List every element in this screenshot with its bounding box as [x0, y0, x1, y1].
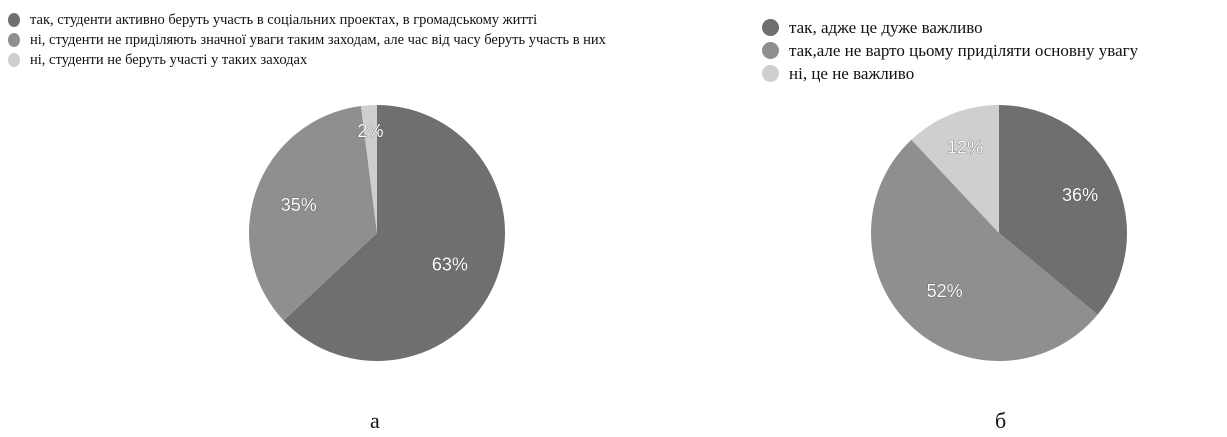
- chart-caption-a: а: [370, 408, 380, 433]
- legend-item: ні, студенти не приділяють значної уваги…: [8, 30, 606, 50]
- legend-a: так, студенти активно беруть участь в со…: [8, 10, 606, 70]
- legend-label: ні, студенти не приділяють значної уваги…: [30, 32, 606, 48]
- legend-item: так, студенти активно беруть участь в со…: [8, 10, 606, 30]
- legend-swatch: [762, 19, 779, 36]
- pie-slice: [249, 106, 377, 321]
- pie-chart-b: 36% 52% 12%: [871, 105, 1127, 361]
- legend-swatch: [762, 42, 779, 59]
- chart-a: так, студенти активно беруть участь в со…: [8, 10, 606, 433]
- slice-label: 12%: [947, 137, 983, 157]
- legend-swatch: [8, 13, 20, 27]
- pie-slice: [911, 105, 999, 233]
- pie-slice: [871, 139, 1098, 361]
- chart-b: так, адже це дуже важливо так,але не вар…: [740, 0, 1227, 437]
- legend-label: ні, це не важливо: [789, 64, 915, 83]
- legend-swatch: [8, 33, 20, 47]
- chart-caption-b: б: [995, 408, 1007, 433]
- legend-label: так, адже це дуже важливо: [789, 18, 983, 37]
- legend-swatch: [8, 53, 20, 67]
- legend-label: ні, студенти не беруть участі у таких за…: [30, 52, 308, 68]
- legend-label: так, студенти активно беруть участь в со…: [30, 12, 538, 28]
- legend-item: ні, це не важливо: [762, 62, 1138, 85]
- pie-slice: [360, 105, 377, 233]
- slice-label: 2%: [358, 121, 384, 141]
- legend-item: так, адже це дуже важливо: [762, 16, 1138, 39]
- slice-label: 35%: [281, 195, 317, 215]
- legend-item: так,але не варто цьому приділяти основну…: [762, 39, 1138, 62]
- legend-item: ні, студенти не беруть участі у таких за…: [8, 50, 606, 70]
- legend-label: так,але не варто цьому приділяти основну…: [789, 41, 1139, 60]
- pie-slice: [999, 105, 1127, 315]
- slice-label: 63%: [432, 255, 468, 275]
- pie-chart-a: 63% 35% 2%: [249, 105, 505, 361]
- legend-swatch: [762, 65, 779, 82]
- legend-b: так, адже це дуже важливо так,але не вар…: [762, 16, 1138, 85]
- slice-label: 36%: [1062, 185, 1098, 205]
- slice-label: 52%: [927, 281, 963, 301]
- pie-slice: [283, 105, 505, 361]
